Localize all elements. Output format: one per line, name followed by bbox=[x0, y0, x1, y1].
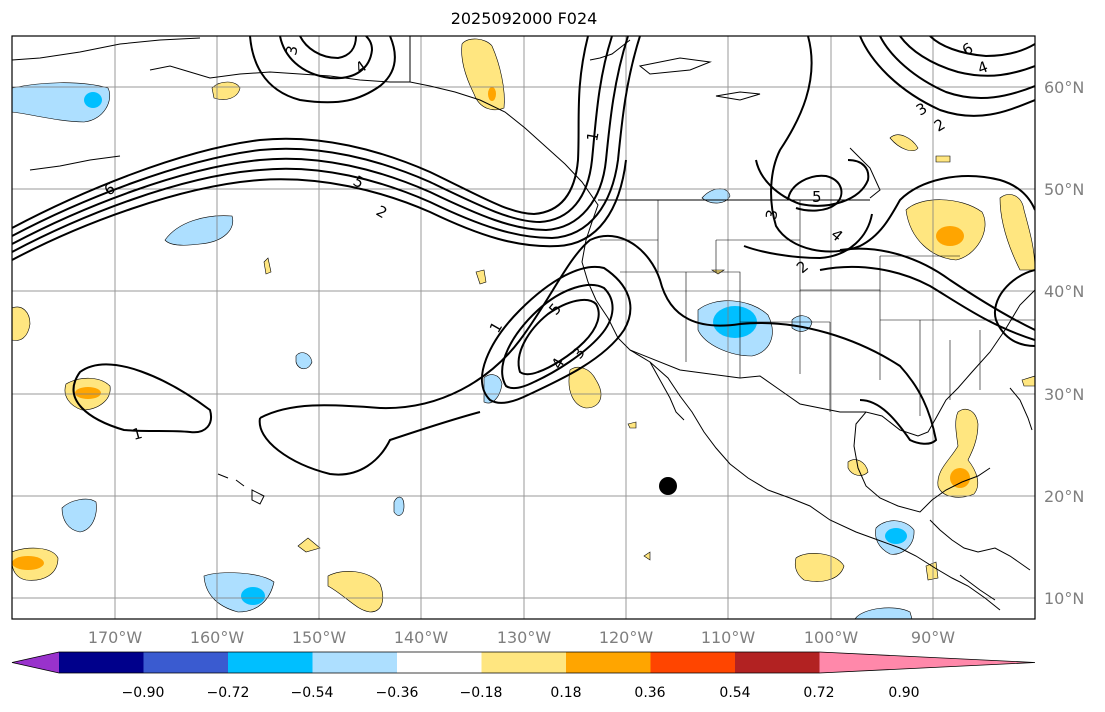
colorbar-tick: −0.36 bbox=[376, 685, 419, 701]
colorbar-tick: 0.90 bbox=[888, 685, 919, 701]
map-title: 2025092000 F024 bbox=[450, 9, 598, 28]
lon-label-120: 120°W bbox=[599, 628, 654, 647]
lat-label-30: 30°N bbox=[1044, 385, 1084, 404]
lon-label-150: 150°W bbox=[292, 628, 347, 647]
lon-label-130: 130°W bbox=[497, 628, 552, 647]
map-frame bbox=[11, 35, 1036, 620]
colorbar-extend-low bbox=[12, 652, 59, 673]
colorbar-segment bbox=[59, 652, 144, 673]
lon-label-90: 90°W bbox=[911, 628, 955, 647]
contour-label-3b: 3 bbox=[762, 208, 781, 221]
colorbar-segment bbox=[735, 652, 820, 673]
lat-label-50: 50°N bbox=[1044, 180, 1084, 199]
colorbar-tick: −0.90 bbox=[122, 685, 165, 701]
state-borders bbox=[600, 200, 1035, 416]
colorbar-tick-labels: −0.90 −0.72 −0.54 −0.36 −0.18 0.18 0.36 … bbox=[122, 685, 920, 701]
latitude-labels: 60°N 50°N 40°N 30°N 20°N 10°N bbox=[1044, 78, 1084, 608]
storm-position-marker bbox=[659, 477, 677, 495]
gridlines bbox=[12, 36, 1035, 619]
colorbar-tick: −0.72 bbox=[207, 685, 250, 701]
positive-anomaly-patches bbox=[12, 38, 1035, 613]
colorbar-segment bbox=[397, 652, 482, 673]
lat-label-20: 20°N bbox=[1044, 487, 1084, 506]
colorbar-tick: −0.18 bbox=[460, 685, 503, 701]
colorbar-tick: 0.36 bbox=[634, 685, 665, 701]
contour-lines bbox=[12, 36, 1035, 476]
coastlines bbox=[12, 36, 1035, 611]
negative-anomaly-patches bbox=[12, 82, 915, 619]
lon-label-100: 100°W bbox=[804, 628, 859, 647]
contour-label-1c: 1 bbox=[583, 130, 602, 143]
lon-label-170: 170°W bbox=[88, 628, 143, 647]
colorbar-tick: 0.18 bbox=[550, 685, 581, 701]
lon-label-160: 160°W bbox=[190, 628, 245, 647]
colorbar bbox=[11, 651, 1036, 674]
colorbar-segment bbox=[143, 652, 229, 673]
colorbar-tick: 0.54 bbox=[719, 685, 750, 701]
colorbar-outline bbox=[11, 651, 1036, 674]
contour-label-1a: 1 bbox=[130, 424, 144, 444]
lat-label-10: 10°N bbox=[1044, 589, 1084, 608]
colorbar-segment bbox=[228, 652, 313, 673]
longitude-labels: 170°W 160°W 150°W 140°W 130°W 120°W 110°… bbox=[88, 628, 955, 647]
colorbar-extend-high bbox=[819, 652, 1035, 673]
colorbar-segment bbox=[481, 652, 567, 673]
colorbar-segment bbox=[566, 652, 651, 673]
lat-label-60: 60°N bbox=[1044, 78, 1084, 97]
lon-label-110: 110°W bbox=[701, 628, 756, 647]
contour-label-3c: 3 bbox=[282, 44, 301, 57]
colorbar-tick: −0.54 bbox=[291, 685, 334, 701]
contour-label-5c: 5 bbox=[812, 188, 822, 206]
colorbar-tick: 0.72 bbox=[803, 685, 834, 701]
lat-label-40: 40°N bbox=[1044, 282, 1084, 301]
lon-label-140: 140°W bbox=[394, 628, 449, 647]
colorbar-segment bbox=[650, 652, 736, 673]
colorbar-segment bbox=[312, 652, 398, 673]
